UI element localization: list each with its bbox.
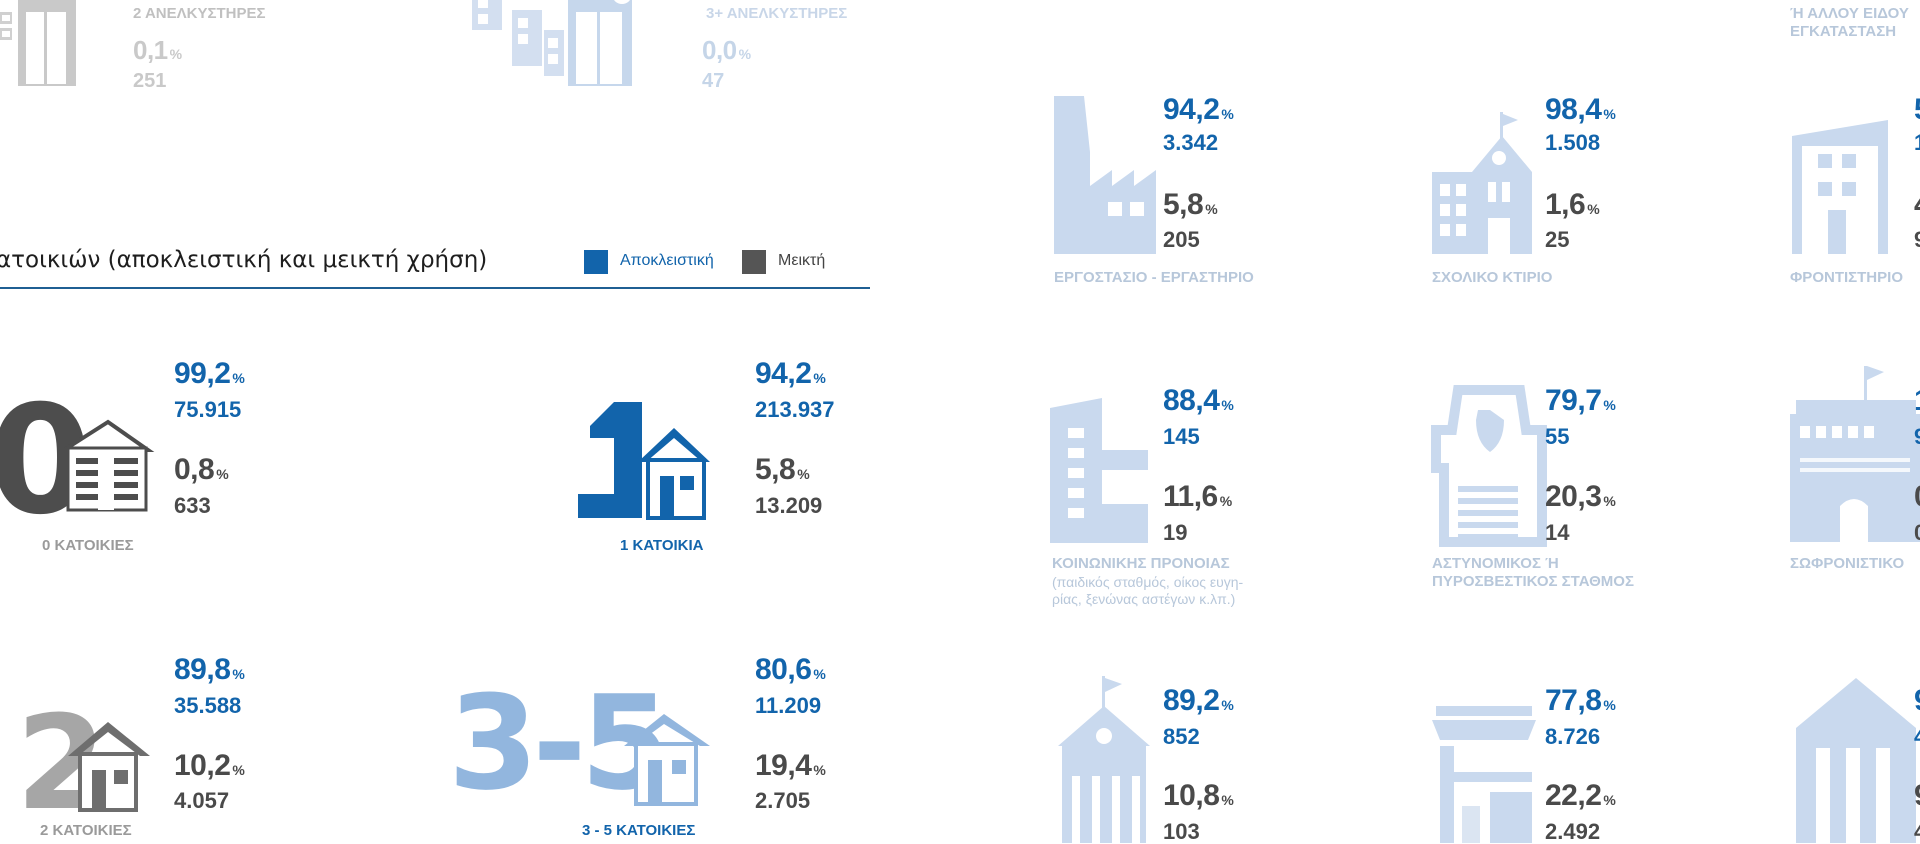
elevator-2-icon [0,0,76,86]
public-building-exclusive-count: 4 [1914,725,1920,749]
shop-mixed-pct: 22,2% [1545,779,1616,812]
other-facility-label: Ή ΑΛΛΟΥ ΕΙΔΟΥ ΕΓΚΑΤΑΣΤΑΣΗ [1790,5,1909,40]
welfare-exclusive-pct: 88,4% [1163,384,1234,417]
factory-label: ΕΡΓΟΣΤΑΣΙΟ - ΕΡΓΑΣΤΗΡΙΟ [1054,269,1254,286]
other-facility-mixed-count: 9 [1914,228,1920,252]
church-exclusive-pct: 89,2% [1163,684,1234,717]
zero-dwellings-icon: 0 [0,374,155,548]
church-mixed-pct: 10,8% [1163,779,1234,812]
three-to-five-label: 3 - 5 ΚΑΤΟΙΚΙΕΣ [582,822,696,839]
three-to-five-dwellings-icon: 3-5 [448,667,710,819]
zero-dwellings-mixed-pct: 0,8% [174,453,229,486]
factory-mixed-pct: 5,8% [1163,188,1218,221]
shop-exclusive-count: 8.726 [1545,724,1601,749]
school-mixed-count: 25 [1545,227,1570,252]
two-dwellings-mixed-count: 4.057 [174,788,230,813]
one-dwelling-exclusive-pct: 94,2% [755,357,826,390]
prison-mixed-count: 0 [1914,521,1920,545]
elevator-3plus-pct: 0,0% [702,35,752,65]
legend-swatch-exclusive [584,250,608,274]
shop-icon [1432,706,1536,843]
factory-icon [1054,96,1156,254]
two-dwellings-mixed-pct: 10,2% [174,749,245,782]
tutoring-school-icon [1792,120,1888,254]
tutoring-school-label: ΦΡΟΝΤΙΣΤΗΡΙΟ [1790,269,1903,286]
public-building-mixed-pct: 9 [1914,781,1920,811]
two-dwellings-icon: 2 [16,687,150,839]
public-building-icon [1796,678,1916,843]
one-dwelling-exclusive-count: 213.937 [755,397,835,422]
prison-icon [1790,366,1920,542]
three-to-five-exclusive-count: 11.209 [755,693,822,718]
shop-exclusive-pct: 77,8% [1545,684,1616,717]
section-title: ατοικιών (αποκλειστική και μεικτή χρήση) [0,247,488,273]
two-dwellings-exclusive-count: 35.588 [174,693,242,718]
elevator-2-count: 251 [133,70,167,92]
school-mixed-pct: 1,6% [1545,188,1600,221]
school-exclusive-count: 1.508 [1545,130,1601,155]
church-mixed-count: 103 [1163,819,1200,844]
factory-mixed-count: 205 [1163,227,1200,252]
section-divider [0,287,870,289]
legend-label-exclusive: Αποκλειστική [620,252,714,269]
shop-mixed-count: 2.492 [1545,819,1601,844]
welfare-exclusive-count: 145 [1163,424,1200,449]
police-station-mixed-count: 14 [1545,520,1570,545]
prison-exclusive-count: 9 [1914,425,1920,449]
school-icon [1432,112,1532,254]
school-exclusive-pct: 98,4% [1545,93,1616,126]
police-station-mixed-pct: 20,3% [1545,480,1616,513]
two-dwellings-label: 2 ΚΑΤΟΙΚΙΕΣ [40,822,132,839]
other-facility-mixed-pct: 4 [1914,190,1920,220]
elevator-2-pct: 0,1% [133,35,183,65]
prison-mixed-pct: 0 [1914,482,1920,512]
church-exclusive-count: 852 [1163,724,1200,749]
police-station-exclusive-count: 55 [1545,424,1570,449]
prison-exclusive-pct: 1 [1914,386,1920,416]
factory-exclusive-count: 3.342 [1163,130,1219,155]
one-dwelling-label: 1 ΚΑΤΟΙΚΙΑ [620,537,704,554]
elevator-2-label: 2 ΑΝΕΛΚΥΣΤΗΡΕΣ [133,5,266,22]
police-station-exclusive-pct: 79,7% [1545,384,1616,417]
public-building-exclusive-pct: 9 [1914,686,1920,716]
factory-exclusive-pct: 94,2% [1163,93,1234,126]
three-to-five-mixed-pct: 19,4% [755,749,826,782]
prison-label: ΣΩΦΡΟΝΙΣΤΙΚΟ [1790,555,1905,572]
other-facility-exclusive-count: 1 [1914,131,1920,155]
zero-dwellings-label: 0 ΚΑΤΟΙΚΙΕΣ [42,537,134,554]
welfare-mixed-pct: 11,6% [1163,480,1233,513]
police-station-icon [1431,385,1547,547]
two-dwellings-exclusive-pct: 89,8% [174,653,245,686]
three-to-five-mixed-count: 2.705 [755,788,811,813]
welfare-description: (παιδικός σταθμός, οίκος ευγη- ρίας, ξεν… [1052,574,1244,607]
welfare-building-icon [1050,398,1148,543]
public-building-mixed-count: 4 [1914,820,1920,844]
elevator-3plus-icon [472,0,632,86]
elevator-3plus-label: 3+ ΑΝΕΛΚΥΣΤΗΡΕΣ [706,5,848,22]
legend-swatch-mixed [742,250,766,274]
elevator-3plus-count: 47 [702,70,725,92]
school-label: ΣΧΟΛΙΚΟ ΚΤΙΡΙΟ [1432,269,1553,286]
police-station-label: ΑΣΤΥΝΟΜΙΚΟΣ Ή ΠΥΡΟΣΒΕΣΤΙΚΟΣ ΣΤΑΘΜΟΣ [1432,555,1634,590]
welfare-label: ΚΟΙΝΩΝΙΚΗΣ ΠΡΟΝΟΙΑΣ [1052,555,1230,572]
one-dwelling-mixed-count: 13.209 [755,493,823,518]
one-dwelling-icon [578,402,710,520]
church-icon [1058,676,1150,843]
other-facility-exclusive-pct: 5 [1914,95,1920,125]
three-to-five-exclusive-pct: 80,6% [755,653,826,686]
zero-dwellings-mixed-count: 633 [174,493,211,518]
zero-dwellings-exclusive-count: 75.915 [174,397,242,422]
legend-label-mixed: Μεικτή [778,252,826,269]
zero-dwellings-exclusive-pct: 99,2% [174,357,245,390]
welfare-mixed-count: 19 [1163,520,1188,545]
one-dwelling-mixed-pct: 5,8% [755,453,810,486]
